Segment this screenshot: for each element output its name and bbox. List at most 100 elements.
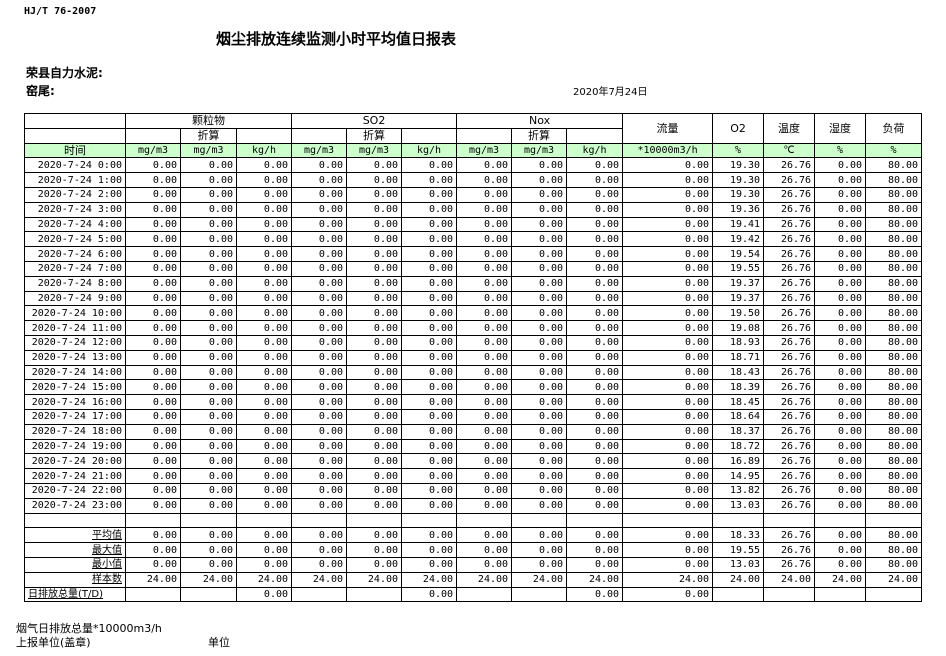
value-cell: 0.00 — [622, 172, 714, 188]
stat-value: 0.00 — [456, 527, 513, 544]
stat-value: 24.00 — [712, 571, 765, 588]
value-cell: 26.76 — [763, 497, 816, 514]
stat-value: 0.00 — [566, 527, 624, 544]
value-cell: 0.00 — [511, 320, 568, 336]
time-cell: 2020-7-24 9:00 — [24, 290, 126, 307]
stat-value: 0.00 — [622, 527, 714, 544]
value-cell: 0.00 — [456, 453, 513, 470]
report-title: 烟尘排放连续监测小时平均值日报表 — [216, 30, 457, 48]
value-cell: 0.00 — [180, 349, 237, 366]
time-cell: 2020-7-24 23:00 — [24, 497, 126, 514]
stat-value: 0.00 — [291, 556, 348, 573]
value-cell: 0.00 — [346, 482, 403, 499]
table-row: 2020-7-24 10:00 0.00 0.00 0.00 0.00 0.00 0.00 0… — [24, 305, 923, 322]
unit-cell: mg/m3 — [180, 142, 237, 159]
value-cell: 26.76 — [763, 364, 816, 381]
stat-value: 0.00 — [456, 542, 513, 558]
value-cell: 0.00 — [291, 364, 348, 381]
time-cell: 2020-7-24 22:00 — [24, 482, 126, 499]
time-cell: 2020-7-24 4:00 — [24, 216, 126, 233]
value-cell: 0.00 — [456, 320, 513, 336]
value-cell: 0.00 — [622, 423, 714, 440]
value-cell: 0.00 — [622, 497, 714, 514]
value-cell: 0.00 — [456, 275, 513, 292]
value-cell: 0.00 — [566, 290, 624, 307]
value-cell: 0.00 — [511, 216, 568, 233]
stat-value: 0.00 — [180, 556, 237, 573]
value-cell: 19.08 — [712, 320, 765, 336]
value-cell: 80.00 — [865, 497, 923, 514]
value-cell: 0.00 — [346, 349, 403, 366]
value-cell: 0.00 — [814, 246, 867, 262]
value-cell: 18.93 — [712, 334, 765, 351]
time-cell: 2020-7-24 8:00 — [24, 275, 126, 292]
value-cell: 80.00 — [865, 379, 923, 396]
unit-label: 单位 — [208, 636, 230, 649]
stat-value: 80.00 — [865, 527, 923, 544]
value-cell: 0.00 — [125, 482, 181, 499]
stat-value: 0.00 — [566, 542, 624, 558]
stat-value — [865, 586, 923, 603]
value-cell: 0.00 — [401, 408, 458, 425]
time-cell: 2020-7-24 11:00 — [24, 320, 126, 336]
stat-value: 0.00 — [235, 542, 293, 558]
value-cell: 0.00 — [235, 468, 293, 484]
value-cell: 0.00 — [180, 172, 237, 188]
standard-code: HJ/T 76-2007 — [24, 6, 97, 17]
value-cell: 0.00 — [291, 438, 348, 455]
value-cell: 0.00 — [511, 468, 568, 484]
value-cell: 0.00 — [814, 408, 867, 425]
value-cell: 0.00 — [125, 305, 181, 322]
stat-value: 24.00 — [456, 571, 513, 588]
unit-cell: kg/h — [401, 142, 458, 159]
table-row: 2020-7-24 4:00 0.00 0.00 0.00 0.00 0.00 0.00 0.… — [24, 216, 923, 233]
value-cell: 0.00 — [622, 157, 714, 174]
stat-value: 0.00 — [346, 527, 403, 544]
value-cell: 80.00 — [865, 260, 923, 277]
value-cell: 0.00 — [401, 334, 458, 351]
stat-value: 0.00 — [235, 527, 293, 544]
value-cell: 0.00 — [125, 394, 181, 410]
value-cell: 0.00 — [291, 275, 348, 292]
value-cell: 19.54 — [712, 246, 765, 262]
stat-value: 0.00 — [401, 527, 458, 544]
table-row: 2020-7-24 19:00 0.00 0.00 0.00 0.00 0.00 0.00 0… — [24, 438, 923, 455]
unit-cell: mg/m3 — [511, 142, 568, 159]
time-cell: 2020-7-24 18:00 — [24, 423, 126, 440]
value-cell: 0.00 — [566, 453, 624, 470]
value-cell: 0.00 — [180, 453, 237, 470]
converted-header-row: 折算 折算 折算 — [24, 127, 922, 144]
value-cell: 80.00 — [865, 186, 923, 203]
value-cell: 26.76 — [763, 349, 816, 366]
table-row: 2020-7-24 1:00 0.00 0.00 0.00 0.00 0.00 0.00 0.… — [24, 172, 923, 188]
value-cell: 0.00 — [401, 349, 458, 366]
value-cell: 26.76 — [763, 394, 816, 410]
table-row: 2020-7-24 5:00 0.00 0.00 0.00 0.00 0.00 0.00 0.… — [24, 231, 923, 248]
value-cell: 80.00 — [865, 216, 923, 233]
value-cell: 0.00 — [235, 482, 293, 499]
value-cell: 0.00 — [180, 468, 237, 484]
report-table: 颗粒物 SO2 Nox 流量 O2 温度 湿度 负荷 折算 折算 折算 时间 m… — [24, 113, 923, 603]
stat-value: 80.00 — [865, 542, 923, 558]
value-cell: 0.00 — [622, 290, 714, 307]
value-cell: 19.30 — [712, 186, 765, 203]
value-cell: 0.00 — [291, 216, 348, 233]
value-cell: 0.00 — [180, 231, 237, 248]
value-cell: 0.00 — [814, 364, 867, 381]
col-humidity: 湿度 — [814, 113, 867, 144]
value-cell: 80.00 — [865, 305, 923, 322]
value-cell: 18.45 — [712, 394, 765, 410]
value-cell: 80.00 — [865, 438, 923, 455]
stat-value: 0.00 — [346, 542, 403, 558]
stat-value: 0.00 — [814, 527, 867, 544]
value-cell: 0.00 — [814, 349, 867, 366]
value-cell: 0.00 — [622, 260, 714, 277]
value-cell: 80.00 — [865, 364, 923, 381]
stat-value: 0.00 — [814, 542, 867, 558]
value-cell: 0.00 — [622, 394, 714, 410]
value-cell: 0.00 — [180, 216, 237, 233]
flue-total-label: 烟气日排放总量*10000m3/h — [16, 622, 162, 635]
kiln-label: 窑尾: — [26, 84, 55, 98]
value-cell: 0.00 — [511, 408, 568, 425]
stat-value — [763, 586, 816, 603]
